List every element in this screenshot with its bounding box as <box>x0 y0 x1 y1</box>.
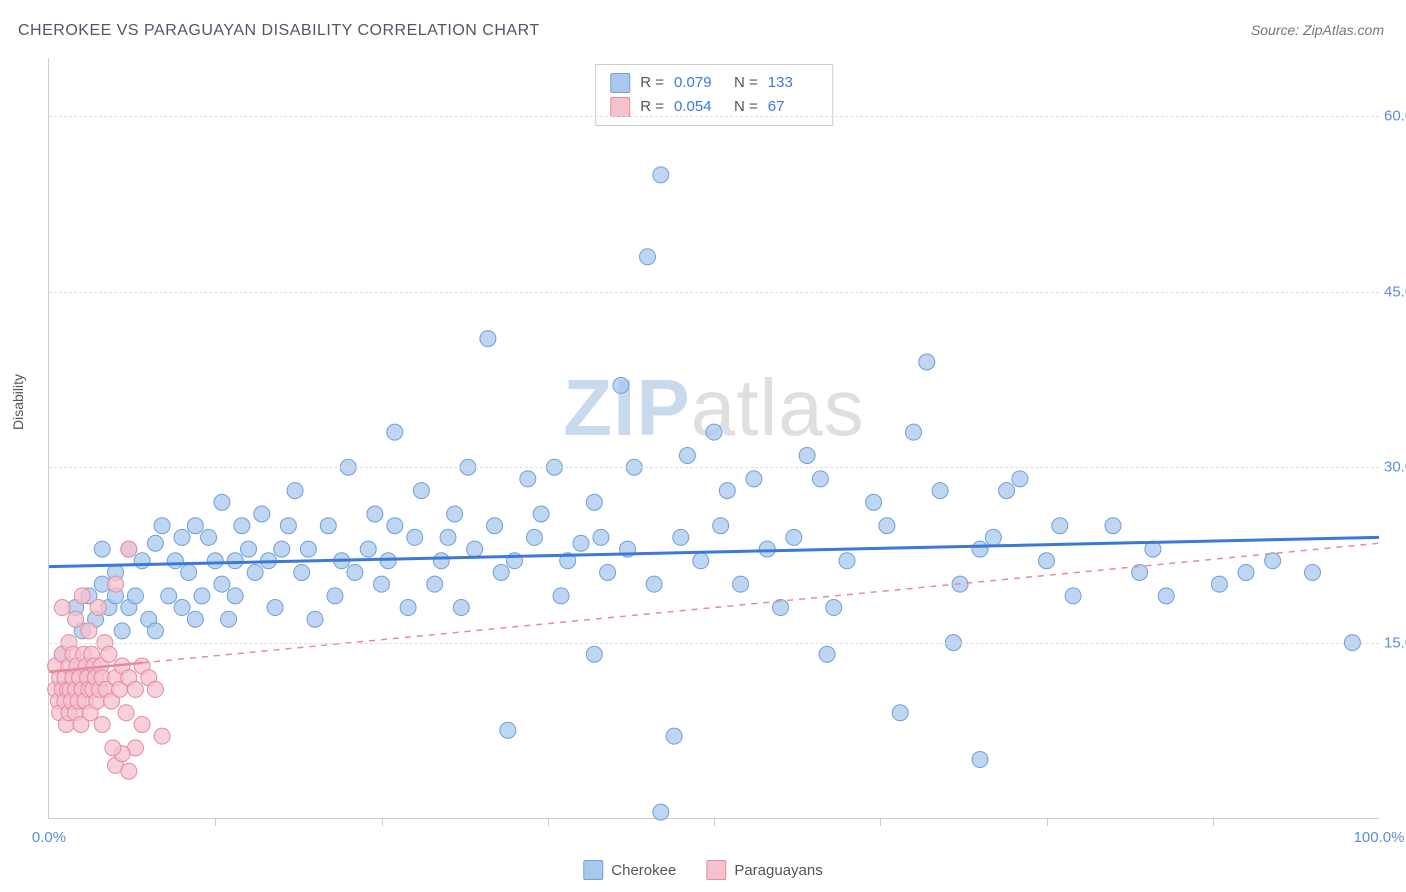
legend-swatch-cherokee <box>583 860 603 880</box>
legend-item-cherokee: Cherokee <box>583 860 676 880</box>
legend-label-cherokee: Cherokee <box>611 862 676 879</box>
x-tick-label: 100.0% <box>1354 829 1405 846</box>
y-axis-label: Disability <box>10 374 26 430</box>
y-tick-label: 15.0% <box>1384 634 1406 651</box>
legend-item-paraguayans: Paraguayans <box>706 860 822 880</box>
x-tick-label: 0.0% <box>32 829 66 846</box>
plot-area: ZIPatlas R = 0.079 N = 133 R = 0.054 N =… <box>48 58 1379 819</box>
source-label: Source: ZipAtlas.com <box>1251 22 1384 38</box>
y-tick-label: 45.0% <box>1384 283 1406 300</box>
plot-svg <box>49 58 1379 818</box>
chart-title: CHEROKEE VS PARAGUAYAN DISABILITY CORREL… <box>18 22 540 40</box>
bottom-legend: Cherokee Paraguayans <box>583 860 822 880</box>
legend-label-paraguayans: Paraguayans <box>734 862 822 879</box>
y-tick-label: 60.0% <box>1384 108 1406 125</box>
y-tick-label: 30.0% <box>1384 459 1406 476</box>
legend-swatch-paraguayans <box>706 860 726 880</box>
